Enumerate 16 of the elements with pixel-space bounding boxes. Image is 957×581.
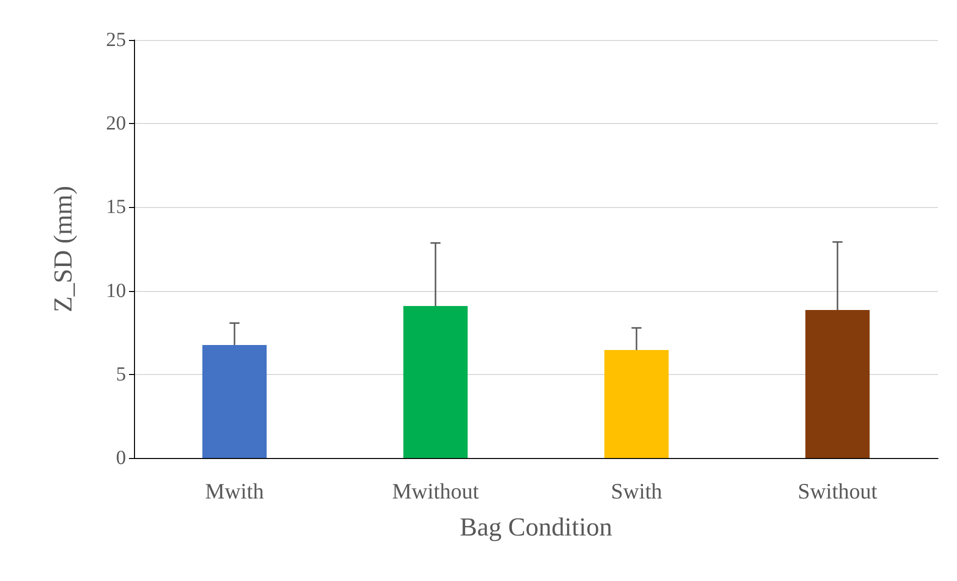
- x-axis-title: Bag Condition: [460, 512, 612, 542]
- y-tick-label: 0: [116, 447, 126, 469]
- x-tick-label: Mwithout: [392, 478, 479, 504]
- bar: [202, 344, 267, 458]
- y-axis-title: Z_SD (mm): [48, 186, 78, 312]
- x-tick-label: Swithout: [798, 478, 878, 504]
- y-tick-label: 25: [106, 29, 126, 51]
- y-tick-label: 15: [106, 196, 126, 218]
- y-tick-label: 10: [106, 280, 126, 302]
- y-tick-label: 5: [116, 363, 126, 386]
- bar: [805, 310, 870, 458]
- x-tick-label: Mwith: [205, 478, 264, 504]
- bar: [604, 350, 669, 458]
- x-tick-label: Swith: [610, 478, 662, 504]
- bar: [403, 306, 468, 458]
- y-tick-label: 20: [106, 112, 126, 135]
